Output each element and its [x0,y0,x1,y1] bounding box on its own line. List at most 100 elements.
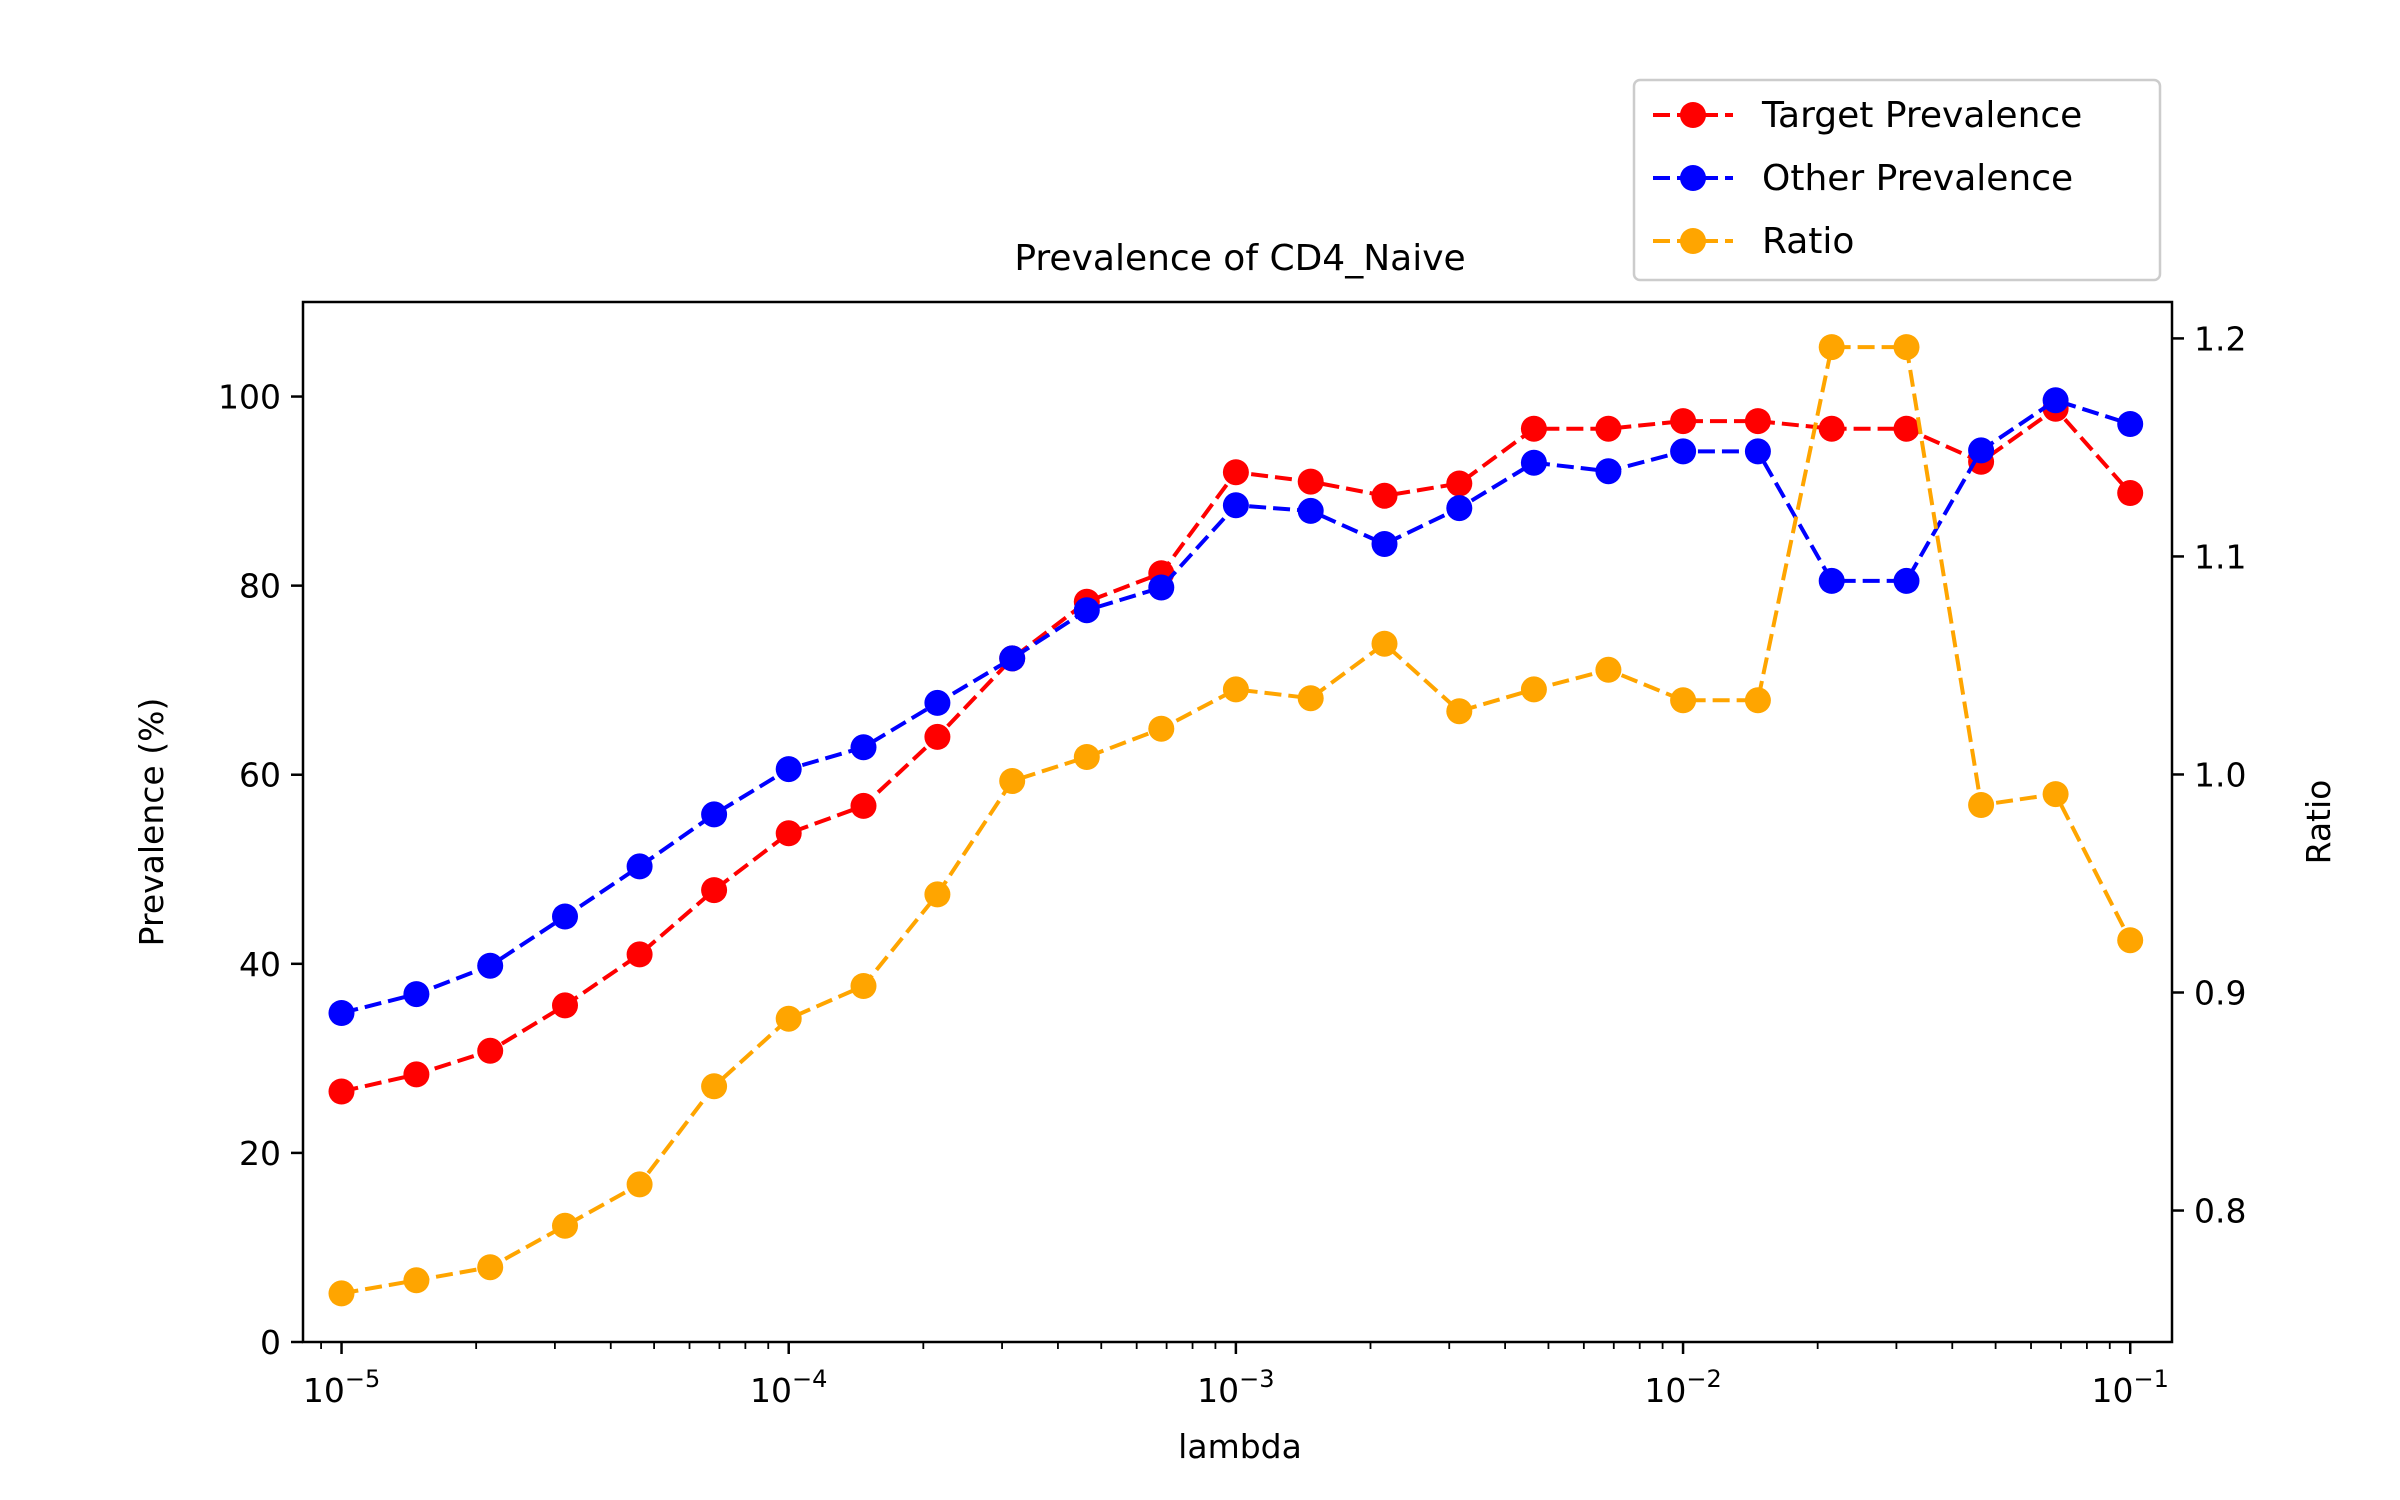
legend-item: Target Prevalence [1653,95,2082,136]
series-ratio [328,334,2144,1307]
data-point [328,1280,355,1307]
data-point [775,820,802,847]
data-point [999,645,1026,672]
data-point [626,941,653,968]
y2-tick-label: 0.9 [2194,973,2246,1012]
data-point [328,1000,355,1026]
data-point [1520,415,1547,442]
legend-marker [1680,165,1706,191]
data-point [2117,411,2144,437]
data-point [1297,497,1324,524]
series-target-prevalence [328,395,2144,1105]
data-point [1744,408,1771,435]
axes: 10−5 10−4 10−3 10−2 10−1 0 20 40 60 80 100 0.8 0.9 1.… [218,300,2246,1410]
data-point [1595,656,1622,683]
data-point [1297,468,1324,495]
data-point [1073,744,1100,770]
data-point [2117,927,2144,954]
y-tick-label: 80 [239,567,281,606]
data-point [1595,415,1622,442]
y2-tick-label: 1.2 [2194,319,2246,358]
series-other-prevalence [328,387,2144,1026]
data-point [850,792,877,819]
data-point [1744,687,1771,714]
data-point [1446,698,1473,725]
data-point [1670,438,1697,465]
data-point [1148,574,1175,601]
y-tick-label: 60 [239,756,281,795]
data-point [850,973,877,999]
data-point [1893,567,1920,594]
data-point [2117,480,2144,506]
data-point [1446,470,1473,497]
chart-title: Prevalence of CD4_Naive [1014,238,1465,279]
y2-tick-label: 1.0 [2194,755,2246,794]
x-tick-label: 10−4 [750,1365,827,1410]
plot-frame [301,300,2174,1344]
legend-box [1632,78,2162,282]
data-point [1446,495,1473,522]
legend-marker [1680,102,1706,128]
data-point [1818,415,1845,442]
data-point [1893,334,1920,361]
data-point [775,756,802,783]
data-point [1222,459,1249,486]
x-tick-label: 10−2 [1644,1365,1721,1410]
y2-tick-label: 1.1 [2194,537,2246,576]
data-point [2042,387,2069,414]
data-point [403,1061,430,1088]
data-point [1818,567,1845,594]
data-point [1670,408,1697,435]
data-point [850,734,877,761]
data-point [1968,792,1995,818]
data-point [1595,458,1622,485]
y-tick-label: 20 [239,1134,281,1173]
data-point [924,881,951,908]
legend-marker [1680,228,1706,254]
data-point [775,1005,802,1032]
data-point [1744,438,1771,465]
legend-label: Target Prevalence [1761,95,2082,136]
data-point [1818,334,1845,361]
x-tick-label: 10−5 [303,1365,380,1410]
data-point [701,801,728,828]
data-point [403,981,430,1008]
data-point [1297,685,1324,712]
data-point [626,853,653,880]
data-point [1222,676,1249,703]
data-point [1222,492,1249,519]
data-point [1520,676,1547,703]
data-point [552,1212,578,1239]
data-point [1148,715,1175,742]
data-point [477,1037,504,1064]
y-axis-label: Prevalence (%) [132,698,171,947]
data-point [924,689,951,716]
data-point [1371,630,1398,657]
legend-label: Ratio [1762,221,1854,262]
legend-item: Ratio [1653,221,1854,262]
data-point [701,877,728,904]
y-tick-label: 100 [218,378,281,417]
data-point [477,952,504,979]
data-point [1520,449,1547,476]
plot-area [328,334,2144,1307]
data-point [701,1073,728,1100]
data-point [999,768,1026,794]
y2-axis-label: Ratio [2299,780,2338,865]
x-tick-label: 10−3 [1197,1365,1274,1410]
legend-label: Other Prevalence [1762,158,2073,199]
data-point [1968,437,1995,464]
data-point [403,1267,430,1294]
data-point [1670,687,1697,714]
data-point [328,1078,355,1105]
y2-tick-label: 0.8 [2194,1192,2246,1231]
data-point [1073,597,1100,624]
data-point [477,1254,504,1281]
data-point [1371,531,1398,557]
data-point [924,723,951,750]
y-tick-label: 40 [239,945,281,984]
data-point [552,992,578,1019]
data-point [626,1171,653,1198]
y-tick-label: 0 [260,1323,281,1362]
